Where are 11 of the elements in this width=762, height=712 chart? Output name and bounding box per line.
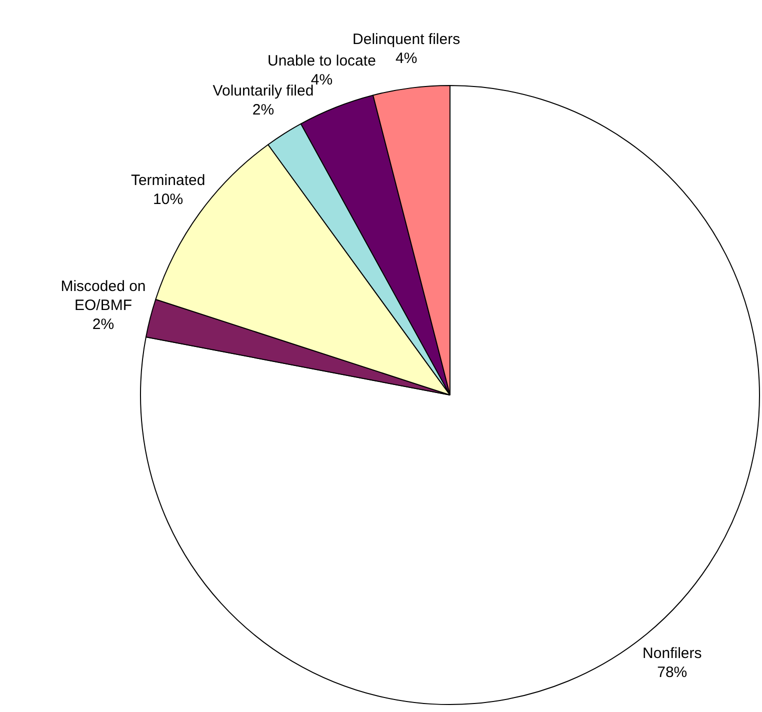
slice-label: Unable to locate [268, 52, 376, 70]
slice-label: Nonfilers [642, 645, 702, 662]
slice-label: Terminated [130, 172, 206, 189]
data-label: 78% [657, 664, 688, 682]
slice-label: Miscoded on EO/BMF [60, 278, 146, 314]
data-label: 2% [252, 101, 274, 118]
data-label: 10% [153, 190, 184, 208]
slice-label: Delinquent filers [352, 30, 460, 48]
data-label: 2% [92, 316, 114, 334]
data-label: 4% [395, 50, 418, 67]
slice-label: Voluntarily filed [212, 82, 314, 100]
